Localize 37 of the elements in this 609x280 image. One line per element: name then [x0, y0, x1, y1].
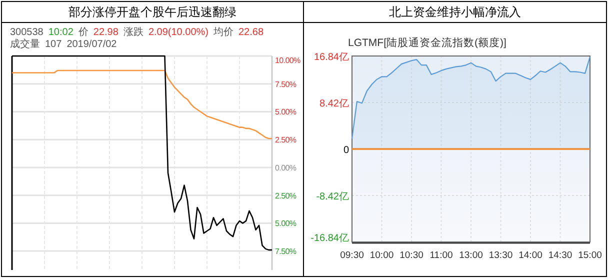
y-tick-label: 8.42亿 [320, 98, 349, 110]
y-tick-label: -16.84亿 [310, 233, 349, 244]
y-tick-label: 2.50% [275, 136, 296, 145]
x-tick-label: 09:30 [340, 250, 364, 261]
line-series [11, 70, 273, 140]
y-tick-label: 7.50% [275, 80, 296, 89]
y-tick-label: 2.50% [275, 191, 296, 200]
x-tick-label: 14:00 [518, 250, 542, 261]
y-tick-label: 5.00% [275, 108, 296, 117]
text: 22.98 [93, 27, 119, 38]
text: 107 [45, 39, 62, 50]
x-tick-label: 10:30 [400, 250, 424, 261]
y-tick-label: 10.00% [275, 56, 301, 65]
text: 10:02 [48, 27, 74, 38]
text: 2.09(10.00%) [148, 27, 208, 38]
y-tick-label: 5.00% [275, 219, 296, 228]
x-tick-label: 11:00 [430, 250, 453, 261]
chart-title: 北上资金维持小幅净流入 [389, 5, 521, 19]
x-tick-label: 13:00 [459, 250, 483, 261]
x-tick-label: 15:00 [578, 250, 602, 261]
chart-subtitle: LGTMF[陆股通资金流指数(额度)] [348, 36, 506, 49]
text: 涨跌 [123, 26, 144, 38]
x-tick-label: 13:30 [488, 250, 513, 261]
x-tick-label: 14:30 [548, 250, 572, 261]
y-tick-label: 0.00% [275, 163, 296, 172]
text: 22.68 [238, 27, 264, 38]
y-tick-label: 7.50% [275, 247, 296, 256]
text: 价 [77, 26, 88, 38]
text: 300538 [10, 27, 44, 38]
chart-title: 部分涨停开盘个股午后迅速翻绿 [68, 5, 236, 19]
x-tick-label: 10:00 [370, 250, 394, 261]
text: 均价 [212, 26, 234, 38]
text: 2019/07/02 [66, 39, 118, 50]
text: 成交量 [10, 38, 40, 50]
y-tick-label: 16.84亿 [314, 52, 349, 63]
y-tick-label: -8.42亿 [316, 192, 349, 202]
y-tick-label: 0 [343, 145, 350, 156]
